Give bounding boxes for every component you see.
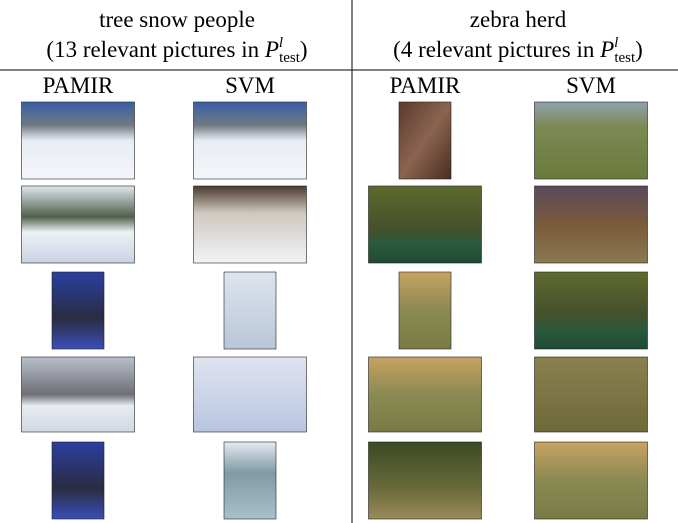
thumbnail — [51, 441, 105, 520]
caption-text: ) — [635, 37, 643, 62]
thumbnail — [21, 356, 135, 433]
thumbnail — [534, 441, 648, 520]
thumbnail — [368, 185, 482, 264]
method-header: SVM — [566, 73, 616, 98]
thumbnail — [51, 271, 105, 350]
caption-symbol: P — [599, 37, 614, 62]
method-header: SVM — [225, 73, 275, 98]
caption-text: (13 relevant pictures in — [46, 37, 264, 62]
thumbnail — [223, 441, 277, 520]
thumbnail — [534, 356, 648, 433]
thumbnail — [398, 271, 452, 350]
thumbnail — [193, 101, 307, 180]
thumbnail — [193, 185, 307, 264]
query-title: tree snow people — [99, 7, 255, 32]
thumbnail — [534, 185, 648, 264]
thumbnail — [223, 271, 277, 350]
thumbnail — [21, 185, 135, 264]
query-title: zebra herd — [470, 7, 567, 32]
caption-text: ) — [300, 37, 308, 62]
caption-sup: l — [279, 35, 283, 51]
thumbnail — [534, 271, 648, 350]
thumbnail — [368, 441, 482, 520]
thumbnail — [398, 101, 452, 180]
thumbnail — [21, 101, 135, 180]
result-images — [21, 101, 648, 520]
caption-sub: test — [279, 50, 301, 66]
method-header: PAMIR — [390, 73, 461, 98]
thumbnail — [193, 356, 307, 433]
caption-text: (4 relevant pictures in — [393, 37, 600, 62]
query-caption: (4 relevant pictures in Pl test) — [393, 35, 643, 66]
query-caption: (13 relevant pictures in Pl test) — [46, 35, 307, 66]
caption-sub: test — [614, 50, 636, 66]
caption-symbol: P — [264, 37, 279, 62]
caption-sup: l — [614, 35, 618, 51]
method-header: PAMIR — [43, 73, 114, 98]
thumbnail — [368, 356, 482, 433]
thumbnail — [534, 101, 648, 180]
